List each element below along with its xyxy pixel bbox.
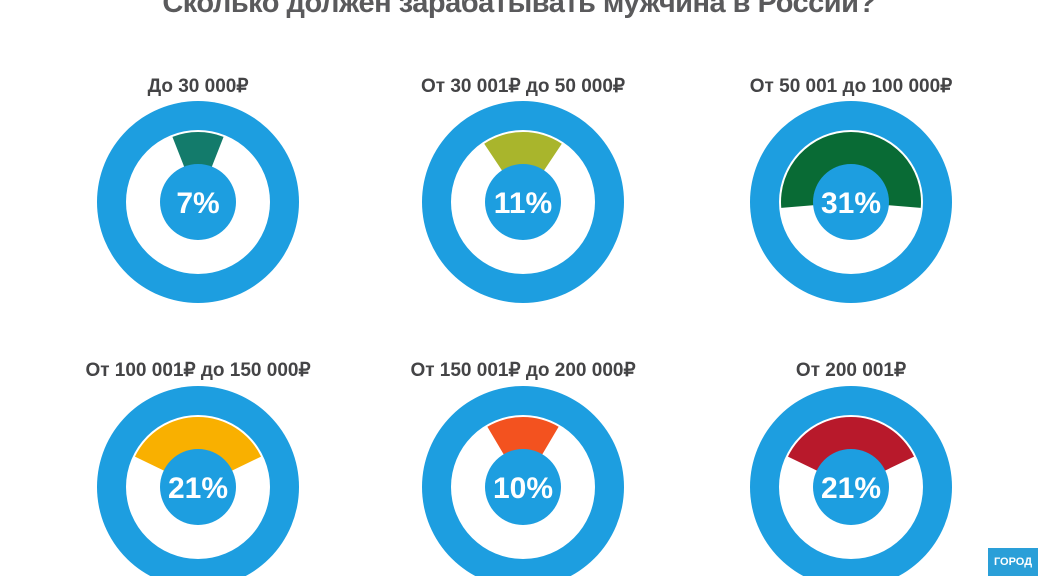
value-label: 31% xyxy=(821,187,881,220)
value-label: 10% xyxy=(493,472,553,505)
donut-chart: До 30 000₽ 7% xyxy=(97,76,299,303)
center-dot xyxy=(160,164,236,240)
value-label: 21% xyxy=(168,472,228,505)
page-title: Сколько должен зарабатывать мужчина в Ро… xyxy=(162,0,876,19)
center-dot xyxy=(160,449,236,525)
value-label: 21% xyxy=(821,472,881,505)
value-label: 11% xyxy=(494,187,552,220)
center-dot xyxy=(813,449,889,525)
donut-chart: От 200 001₽ 21% xyxy=(750,360,952,576)
center-dot xyxy=(485,164,561,240)
donut-chart: От 50 001 до 100 000₽ 31% xyxy=(750,76,952,303)
value-wedge xyxy=(787,416,915,479)
category-label: От 200 001₽ xyxy=(796,360,906,381)
center-dot xyxy=(485,449,561,525)
value-wedge xyxy=(134,417,262,479)
category-label: От 100 001₽ до 150 000₽ xyxy=(85,360,310,381)
category-label: От 50 001 до 100 000₽ xyxy=(750,76,952,97)
value-wedge xyxy=(172,132,224,184)
donut-chart: От 150 001₽ до 200 000₽ 10% xyxy=(410,360,636,576)
donut-chart: От 30 001₽ до 50 000₽ 11% xyxy=(421,76,625,303)
donut-chart: От 100 001₽ до 150 000₽ 21% xyxy=(85,360,311,576)
category-label: От 150 001₽ до 200 000₽ xyxy=(410,360,635,381)
category-label: От 30 001₽ до 50 000₽ xyxy=(421,76,625,97)
category-label: До 30 000₽ xyxy=(148,76,249,97)
center-dot xyxy=(813,164,889,240)
publisher-logo: ГОРОД xyxy=(988,548,1038,576)
value-label: 7% xyxy=(176,187,219,220)
